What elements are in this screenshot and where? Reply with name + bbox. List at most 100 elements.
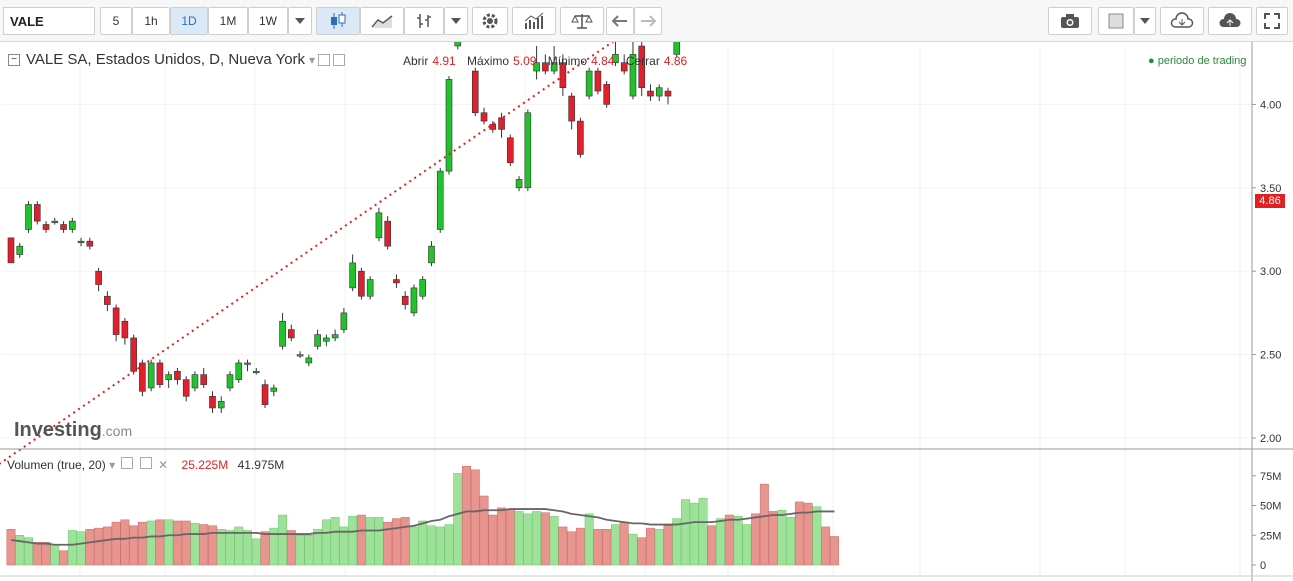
candlestick-chart-button[interactable] xyxy=(316,7,360,35)
volume-bar xyxy=(137,521,147,566)
ohlc-readout: Abrir 4.91 Máximo 5.09 Mínimo 4.84 Cerrar 4.… xyxy=(403,54,695,68)
candle-down xyxy=(261,379,269,408)
candle-body xyxy=(603,84,610,105)
candle-up xyxy=(305,354,313,367)
candle-down xyxy=(647,84,654,102)
volume-bar xyxy=(821,526,831,566)
settings-icon[interactable] xyxy=(333,53,346,66)
volume-bar xyxy=(707,525,717,566)
candle-up xyxy=(296,351,304,358)
candle-body xyxy=(673,42,681,55)
candle-body xyxy=(270,387,278,392)
volume-bar xyxy=(470,469,480,566)
candle-down xyxy=(664,87,672,105)
volume-bar xyxy=(742,524,752,566)
volume-bar xyxy=(295,535,305,566)
candle-up xyxy=(410,284,418,317)
volume-bar xyxy=(120,519,130,566)
screenshot-button[interactable] xyxy=(1048,7,1092,35)
trading-period-label: periodo de trading xyxy=(1157,55,1247,67)
candle-up xyxy=(235,359,243,383)
candle-body xyxy=(209,395,216,409)
volume-bar xyxy=(208,525,217,566)
volume-bar xyxy=(786,517,796,566)
volume-bar xyxy=(181,520,191,566)
candle-body xyxy=(638,45,646,89)
chart-axes: 6.506.005.505.004.504.003.503.002.502.00… xyxy=(0,42,1293,581)
candle-body xyxy=(51,220,59,223)
volume-settings-icon[interactable] xyxy=(139,457,152,469)
candle-body xyxy=(384,220,391,247)
undo-button[interactable] xyxy=(606,7,634,35)
candle-body xyxy=(507,137,514,164)
candle-up xyxy=(454,42,462,50)
cloud-upload-button[interactable] xyxy=(1208,7,1252,35)
interval-dropdown-button[interactable] xyxy=(288,7,312,35)
candle-body xyxy=(191,374,199,389)
candle-down xyxy=(480,107,488,125)
symbol-input[interactable] xyxy=(3,7,95,35)
area-chart-button[interactable] xyxy=(360,7,404,35)
volume-bar xyxy=(339,526,349,566)
visibility-icon[interactable] xyxy=(318,53,331,66)
candle-up xyxy=(314,329,321,350)
volume-bar xyxy=(803,502,813,566)
interval-1h-button[interactable]: 1h xyxy=(132,7,170,35)
volume-bar xyxy=(794,501,804,566)
collapse-icon[interactable]: − xyxy=(8,53,20,66)
candle-body xyxy=(489,124,497,130)
indicators-button[interactable] xyxy=(512,7,556,35)
volume-close-icon[interactable]: ✕ xyxy=(158,458,169,472)
volume-bar xyxy=(216,529,226,566)
redo-button[interactable] xyxy=(634,7,662,35)
high-label: Máximo xyxy=(467,54,510,68)
volume-visibility-icon[interactable] xyxy=(121,457,134,469)
volume-bar xyxy=(716,518,726,566)
candle-up xyxy=(585,67,593,100)
chart-type-dropdown-button[interactable] xyxy=(444,7,468,35)
candle-body xyxy=(200,374,208,385)
color-swatch-icon xyxy=(1108,13,1124,29)
candle-down xyxy=(95,267,102,292)
candle-body xyxy=(42,224,50,230)
color-picker-button[interactable] xyxy=(1098,7,1134,35)
candle-body xyxy=(25,204,32,230)
candle-body xyxy=(77,240,85,243)
settings-button[interactable] xyxy=(472,7,508,35)
cloud-download-button[interactable] xyxy=(1160,7,1204,35)
fullscreen-button[interactable] xyxy=(1256,7,1288,35)
candle-down xyxy=(594,67,602,95)
candle-body xyxy=(16,245,24,255)
candle-body xyxy=(366,279,374,297)
volume-bar xyxy=(418,520,428,566)
volume-bar xyxy=(102,526,112,566)
chart-grid xyxy=(2,48,1252,576)
logo-text: Investing xyxy=(14,419,102,441)
volume-ma-value: 41.975M xyxy=(237,458,285,472)
candle-body xyxy=(349,262,356,289)
interval-1m-button[interactable]: 1M xyxy=(208,7,248,35)
volume-dropdown-icon[interactable]: ▾ xyxy=(109,458,116,472)
volume-bar xyxy=(584,513,594,566)
volume-bar xyxy=(269,527,279,566)
volume-bar xyxy=(681,499,690,566)
candle-body xyxy=(393,279,400,284)
volume-bar xyxy=(6,529,16,566)
candle-up xyxy=(673,42,681,58)
color-dropdown-button[interactable] xyxy=(1134,7,1156,35)
volume-bar xyxy=(146,520,156,566)
interval-1d-button[interactable]: 1D xyxy=(170,7,208,35)
bar-chart-button[interactable] xyxy=(404,7,444,35)
price-tick-label: 2.50 xyxy=(1260,350,1281,362)
interval-5-button[interactable]: 5 xyxy=(100,7,132,35)
legend-dropdown-icon[interactable]: ▾ xyxy=(309,52,316,67)
price-chart[interactable]: 6.506.005.505.004.504.003.503.002.502.00… xyxy=(0,42,1293,581)
volume-bar xyxy=(628,533,638,566)
interval-1w-button[interactable]: 1W xyxy=(248,7,288,35)
volume-bar xyxy=(374,517,384,566)
volume-bar xyxy=(129,525,139,566)
volume-bar xyxy=(24,537,33,566)
undo-icon xyxy=(612,15,627,27)
candle-body xyxy=(515,179,523,189)
compare-button[interactable] xyxy=(560,7,604,35)
